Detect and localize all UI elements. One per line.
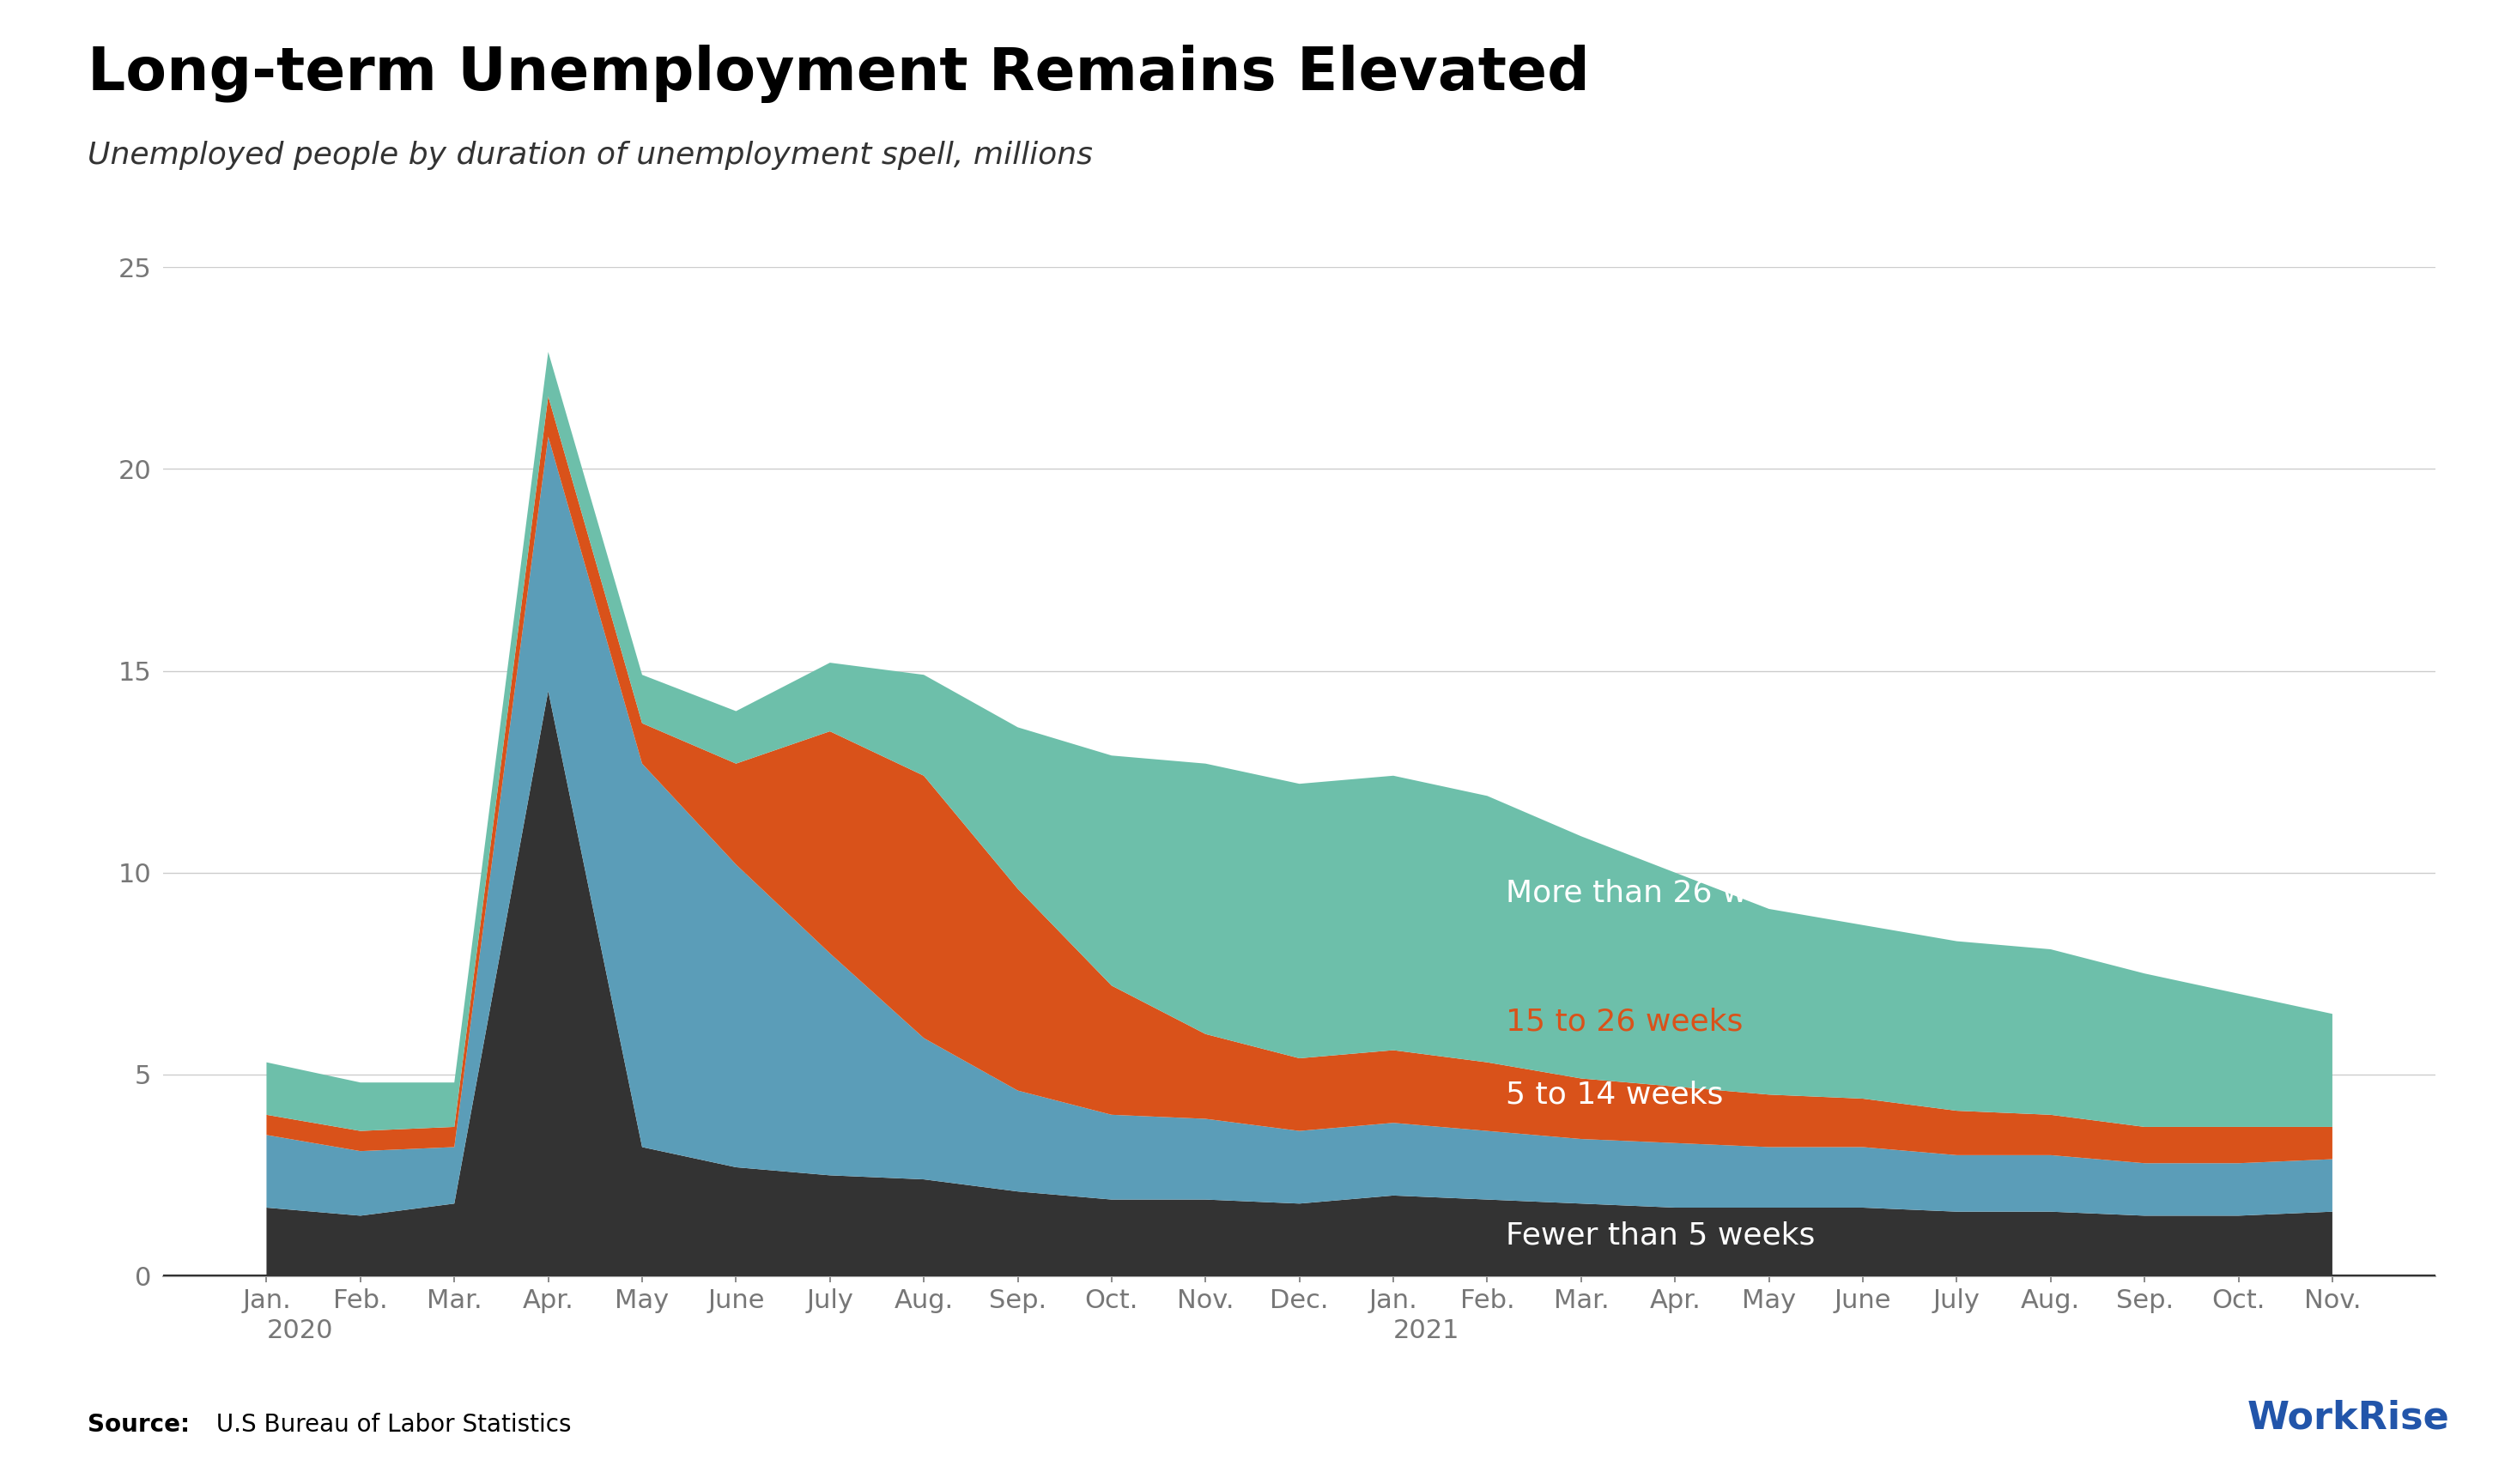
Text: More than 26 weeks: More than 26 weeks xyxy=(1507,879,1820,907)
Text: 15 to 26 weeks: 15 to 26 weeks xyxy=(1507,1008,1743,1036)
Text: U.S Bureau of Labor Statistics: U.S Bureau of Labor Statistics xyxy=(208,1413,570,1437)
Text: Fewer than 5 weeks: Fewer than 5 weeks xyxy=(1507,1221,1815,1251)
Text: 2021: 2021 xyxy=(1394,1318,1459,1343)
Text: Long-term Unemployment Remains Elevated: Long-term Unemployment Remains Elevated xyxy=(88,45,1589,102)
Text: 5 to 14 weeks: 5 to 14 weeks xyxy=(1507,1080,1723,1109)
Text: WorkRise: WorkRise xyxy=(2247,1399,2451,1437)
Text: Source:: Source: xyxy=(88,1413,191,1437)
Text: 2020: 2020 xyxy=(266,1318,334,1343)
Text: Unemployed people by duration of unemployment spell, millions: Unemployed people by duration of unemplo… xyxy=(88,141,1092,171)
